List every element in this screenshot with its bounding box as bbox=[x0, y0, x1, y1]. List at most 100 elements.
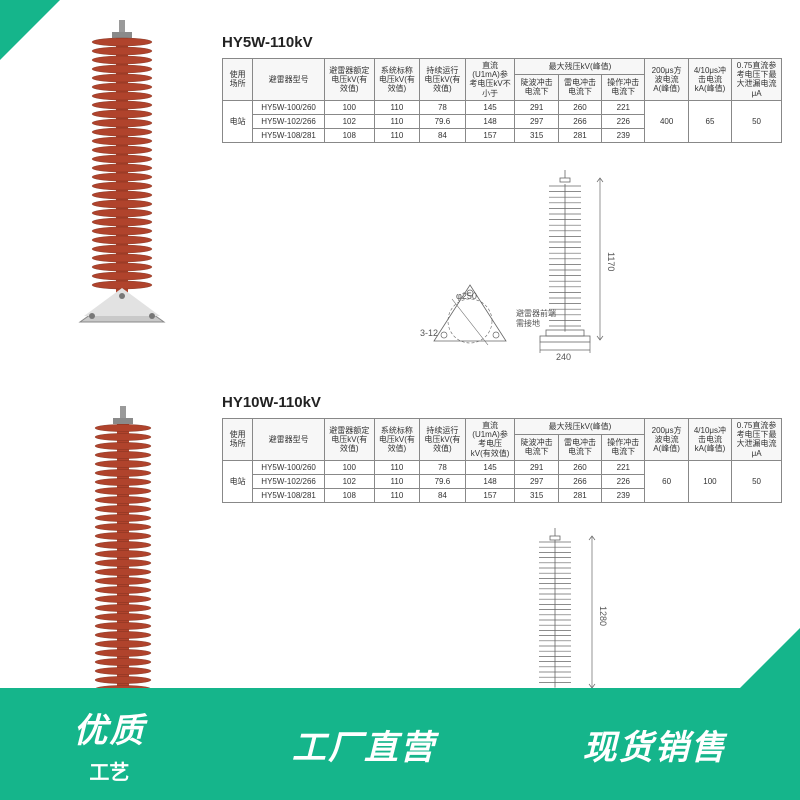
th: 避雷器额定电压kV(有效值) bbox=[324, 419, 374, 461]
td: 148 bbox=[465, 114, 515, 128]
td: HY5W-108/281 bbox=[253, 129, 325, 143]
promo-bar: 优质 工艺 工厂直营 现货销售 bbox=[0, 688, 800, 800]
td: 110 bbox=[374, 100, 420, 114]
td: 221 bbox=[602, 100, 645, 114]
td: 226 bbox=[602, 114, 645, 128]
th: 直流(U1mA)参考电压kV不小于 bbox=[465, 59, 515, 101]
td: 84 bbox=[420, 129, 466, 143]
th: 持续运行电压kV(有效值) bbox=[420, 59, 466, 101]
th: 操作冲击电流下 bbox=[602, 74, 645, 100]
th: 0.75直流参考电压下最大泄漏电流μA bbox=[732, 419, 782, 461]
td: 266 bbox=[558, 114, 601, 128]
dim-note-2: 需接地 bbox=[516, 318, 540, 329]
td: 102 bbox=[324, 474, 374, 488]
td: 50 bbox=[732, 460, 782, 503]
th: 操作冲击电流下 bbox=[602, 434, 645, 460]
td: 100 bbox=[688, 460, 731, 503]
th: 使用场所 bbox=[223, 59, 253, 101]
dim-bolt-circle: φ250 bbox=[456, 291, 477, 301]
corner-accent-br bbox=[740, 628, 800, 688]
td: 84 bbox=[420, 489, 466, 503]
td: 108 bbox=[324, 129, 374, 143]
td: 110 bbox=[374, 474, 420, 488]
td: 239 bbox=[602, 489, 645, 503]
th: 雷电冲击电流下 bbox=[558, 74, 601, 100]
page: HY5W-110kV 使用场所 避雷器型号 避雷器额定电压kV(有效值) 系统标… bbox=[0, 0, 800, 800]
td: HY5W-100/260 bbox=[253, 100, 325, 114]
td: HY5W-102/266 bbox=[253, 474, 325, 488]
th: 持续运行电压kV(有效值) bbox=[420, 419, 466, 461]
td: 110 bbox=[374, 129, 420, 143]
section2-product-photo bbox=[68, 406, 188, 706]
th: 陡波冲击电流下 bbox=[515, 74, 558, 100]
td: 148 bbox=[465, 474, 515, 488]
arrester-photo-2-svg bbox=[68, 406, 178, 706]
td: 281 bbox=[558, 129, 601, 143]
table-head: 使用场所 避雷器型号 避雷器额定电压kV(有效值) 系统标称电压kV(有效值) … bbox=[223, 59, 782, 101]
table-header-row-1: 使用场所 避雷器型号 避雷器额定电压kV(有效值) 系统标称电压kV(有效值) … bbox=[223, 59, 782, 75]
th: 雷电冲击电流下 bbox=[558, 434, 601, 460]
td: 297 bbox=[515, 474, 558, 488]
section1-dim-drawing: 1170 240 φ250 3-12 避雷器前端 需接地 bbox=[420, 170, 640, 365]
td: 291 bbox=[515, 460, 558, 474]
th: 最大残压kV(峰值) bbox=[515, 59, 645, 75]
td: 110 bbox=[374, 460, 420, 474]
td: 291 bbox=[515, 100, 558, 114]
td: 电站 bbox=[223, 100, 253, 143]
th: 4/10μs冲击电流kA(峰值) bbox=[688, 59, 731, 101]
td: HY5W-108/281 bbox=[253, 489, 325, 503]
td: 266 bbox=[558, 474, 601, 488]
th: 避雷器额定电压kV(有效值) bbox=[324, 59, 374, 101]
td: 100 bbox=[324, 460, 374, 474]
td: 108 bbox=[324, 489, 374, 503]
section1-title: HY5W-110kV bbox=[222, 34, 313, 51]
td: 110 bbox=[374, 114, 420, 128]
th: 系统标称电压kV(有效值) bbox=[374, 419, 420, 461]
section2-title: HY10W-110kV bbox=[222, 394, 321, 411]
td: HY5W-100/260 bbox=[253, 460, 325, 474]
td: 78 bbox=[420, 100, 466, 114]
table-body: 电站 HY5W-100/260 100 110 78 145 291 260 2… bbox=[223, 100, 782, 143]
th: 使用场所 bbox=[223, 419, 253, 461]
section1-spec-table: 使用场所 避雷器型号 避雷器额定电压kV(有效值) 系统标称电压kV(有效值) … bbox=[222, 58, 782, 143]
section2-dim-drawing: 1280 bbox=[500, 528, 640, 703]
section2-spec-table: 使用场所 避雷器型号 避雷器额定电压kV(有效值) 系统标称电压kV(有效值) … bbox=[222, 418, 782, 503]
dim-base-width: 240 bbox=[556, 352, 571, 362]
th: 200μs方波电流A(峰值) bbox=[645, 59, 688, 101]
td: 78 bbox=[420, 460, 466, 474]
table-body: 电站 HY5W-100/260 100 110 78 145 291 260 2… bbox=[223, 460, 782, 503]
td: 260 bbox=[558, 100, 601, 114]
table-header-row-1: 使用场所 避雷器型号 避雷器额定电压kV(有效值) 系统标称电压kV(有效值) … bbox=[223, 419, 782, 435]
td: 79.6 bbox=[420, 114, 466, 128]
td: 260 bbox=[558, 460, 601, 474]
promo-left: 优质 工艺 bbox=[73, 703, 145, 785]
th: 0.75直流参考电压下最大泄漏电流μA bbox=[732, 59, 782, 101]
td: 315 bbox=[515, 489, 558, 503]
promo-right-text: 现货销售 bbox=[583, 720, 727, 769]
section1-product-photo bbox=[62, 20, 182, 330]
dim-height-label: 1170 bbox=[606, 252, 616, 271]
td: 400 bbox=[645, 100, 688, 143]
td: 电站 bbox=[223, 460, 253, 503]
td: 315 bbox=[515, 129, 558, 143]
th: 避雷器型号 bbox=[253, 419, 325, 461]
td: 102 bbox=[324, 114, 374, 128]
promo-left-big: 优质 bbox=[73, 703, 145, 752]
td: 221 bbox=[602, 460, 645, 474]
th: 系统标称电压kV(有效值) bbox=[374, 59, 420, 101]
td: 226 bbox=[602, 474, 645, 488]
th: 200μs方波电流A(峰值) bbox=[645, 419, 688, 461]
td: 157 bbox=[465, 489, 515, 503]
corner-accent-tl bbox=[0, 0, 60, 60]
dim-svg-2 bbox=[500, 528, 640, 698]
th: 避雷器型号 bbox=[253, 59, 325, 101]
th: 直流(U1mA)参考电压kV(有效值) bbox=[465, 419, 515, 461]
td: 145 bbox=[465, 460, 515, 474]
td: 157 bbox=[465, 129, 515, 143]
td: 239 bbox=[602, 129, 645, 143]
promo-left-small: 工艺 bbox=[89, 756, 129, 785]
dim-bolt: 3-12 bbox=[420, 328, 438, 338]
td: 65 bbox=[688, 100, 731, 143]
td: 100 bbox=[324, 100, 374, 114]
td: 60 bbox=[645, 460, 688, 503]
